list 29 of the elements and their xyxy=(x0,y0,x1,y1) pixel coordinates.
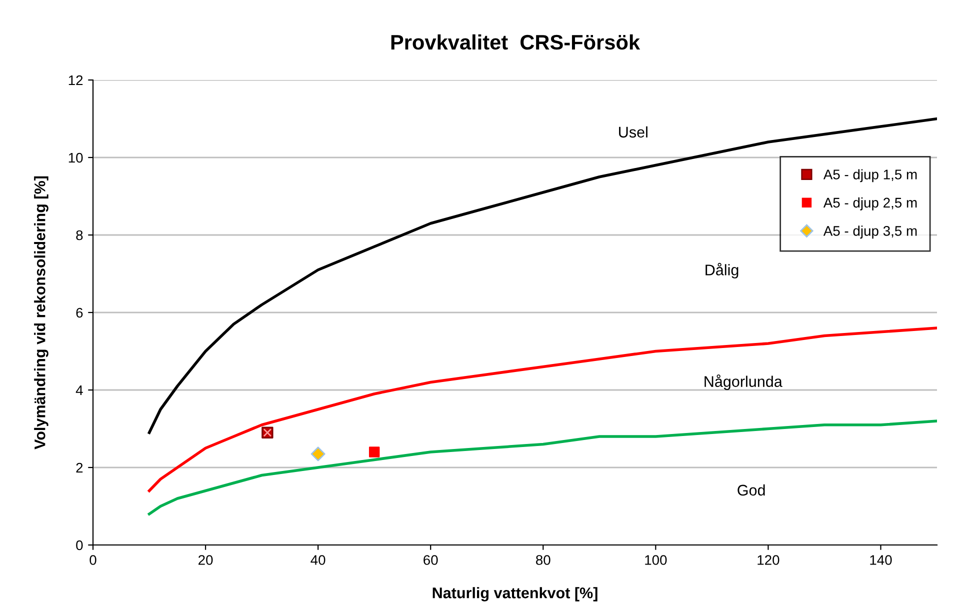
x-tick-label: 140 xyxy=(870,555,892,565)
y-tick-label: 0 xyxy=(76,540,83,550)
point xyxy=(310,446,326,462)
x-tick-label: 80 xyxy=(536,555,550,565)
y-axis-title: Volymändring vid rekonsolidering [%] xyxy=(34,176,48,450)
annotation: Dålig xyxy=(706,262,738,278)
annotation: Någorlunda xyxy=(704,374,782,390)
x-tick-label: 0 xyxy=(90,555,96,565)
chart-title: Provkvalitet CRS-Försök xyxy=(391,34,640,50)
annotation: Usel xyxy=(619,126,648,138)
y-tick-label: 12 xyxy=(68,75,83,86)
y-tick-label: 8 xyxy=(76,230,83,240)
x-tick-label: 40 xyxy=(310,555,326,565)
legend-label: A5 - djup 3,5 m xyxy=(823,226,917,239)
legend-label: A5 - djup 2,5 m xyxy=(823,197,917,210)
y-tick-label: 10 xyxy=(68,152,83,163)
x-tick-label: 20 xyxy=(198,555,213,565)
point xyxy=(368,446,380,458)
legend-label: A5 - djup 1,5 m xyxy=(823,169,917,182)
x-tick-label: 60 xyxy=(424,555,438,565)
y-tick-label: 6 xyxy=(76,308,83,318)
x-tick-label: 100 xyxy=(645,555,667,565)
line-series xyxy=(148,420,937,516)
y-tick-label: 4 xyxy=(76,385,83,396)
annotation: God xyxy=(738,484,765,496)
x-axis-title: Naturlig vattenkvot [%] xyxy=(432,587,598,602)
x-tick-label: 120 xyxy=(758,555,780,565)
y-tick-label: 2 xyxy=(76,462,83,473)
line-series xyxy=(148,117,937,434)
